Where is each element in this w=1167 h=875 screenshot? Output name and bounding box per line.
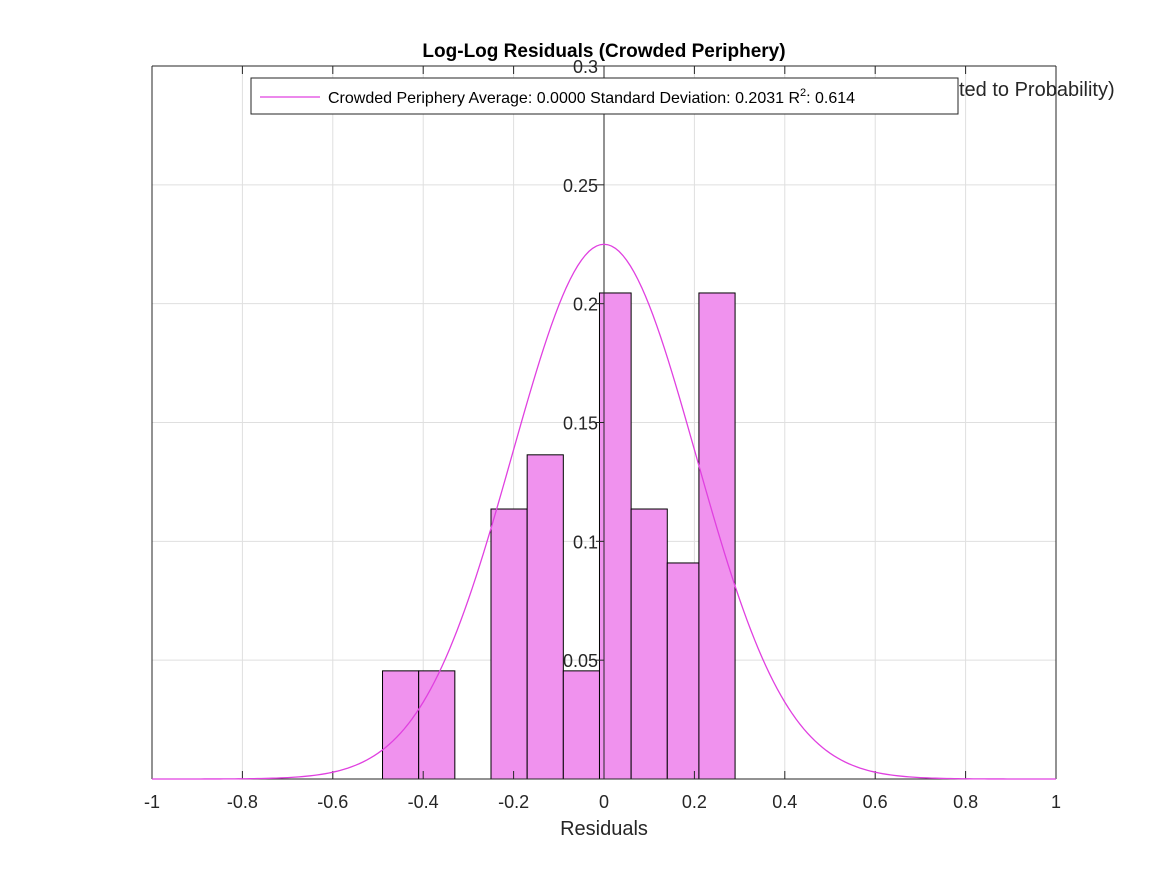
x-tick-label: 0.6 (863, 792, 888, 812)
x-tick-label: 0.2 (682, 792, 707, 812)
y-axis-label-fragment: ted to Probability) (959, 79, 1115, 101)
normal-fit-curve (152, 243, 1056, 780)
histogram-bar (562, 670, 600, 780)
histogram-bar (490, 508, 528, 780)
y-tick-label: 0.05 (563, 651, 598, 671)
y-tick-label: 0.25 (563, 176, 598, 196)
x-tick-label: 0.4 (772, 792, 797, 812)
y-tick-label: 0.1 (573, 532, 598, 552)
x-tick-label: -0.4 (408, 792, 439, 812)
y-tick-label: 0.2 (573, 295, 598, 315)
chart-title: Log-Log Residuals (Crowded Periphery) (422, 41, 785, 62)
x-tick-label: -1 (144, 792, 160, 812)
legend-entry-main: Crowded Periphery Average: 0.0000 Standa… (328, 90, 800, 107)
histogram-bars (382, 292, 736, 780)
histogram-bar (666, 562, 700, 780)
histogram-bar (382, 670, 420, 780)
x-tick-label: -0.2 (498, 792, 529, 812)
legend-box (250, 77, 959, 115)
legend-entry: Crowded Periphery Average: 0.0000 Standa… (328, 87, 855, 107)
axes (151, 65, 1057, 780)
x-tick-label: 0 (599, 792, 609, 812)
x-axis-label: Residuals (560, 818, 648, 840)
legend-entry-superscript: 2 (800, 87, 806, 99)
y-tick-label: 0.3 (573, 57, 598, 77)
x-tick-label: 0.8 (953, 792, 978, 812)
legend: Crowded Periphery Average: 0.0000 Standa… (250, 77, 959, 115)
histogram-bar (526, 454, 564, 780)
x-tick-label: -0.6 (317, 792, 348, 812)
histogram-bar (630, 508, 668, 780)
histogram-bar (418, 670, 456, 780)
histogram-bar (598, 292, 632, 780)
y-tick-label: 0.15 (563, 414, 598, 434)
fit-curve-layer (152, 243, 1056, 780)
histogram-bar (698, 292, 736, 780)
x-tick-label: 1 (1051, 792, 1061, 812)
legend-entry-tail: : 0.614 (806, 90, 855, 107)
x-tick-label: -0.8 (227, 792, 258, 812)
tick-labels: -1 -0.8 -0.6 -0.4 -0.2 0 0.2 0.4 0.6 0.8 1 0.05 0.1 0… (144, 57, 1061, 812)
